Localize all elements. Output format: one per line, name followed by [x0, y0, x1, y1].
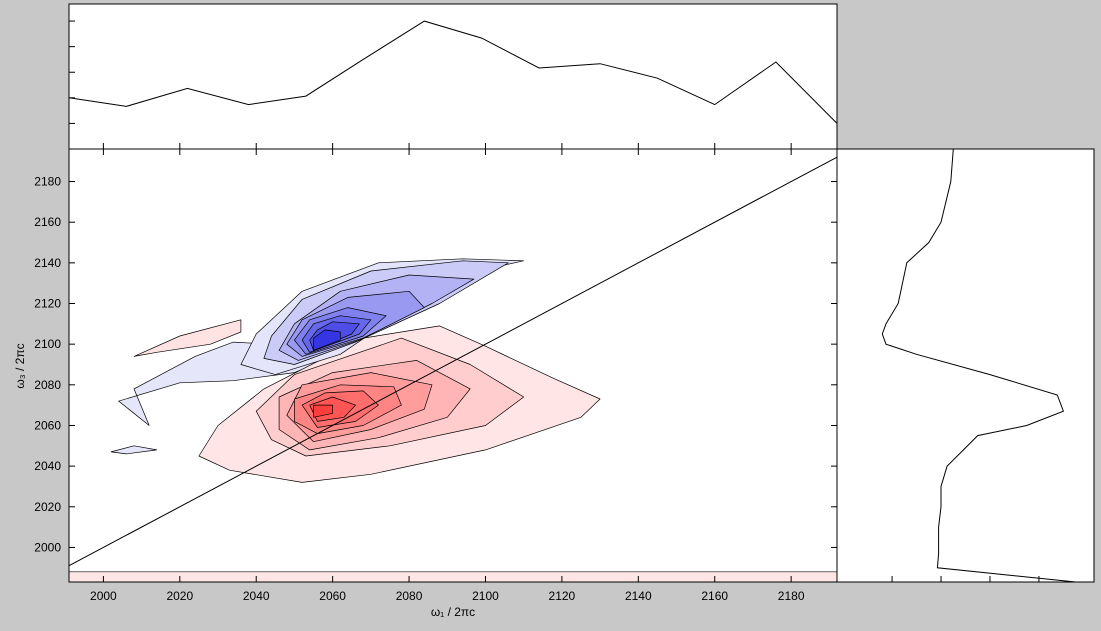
- y-tick-label: 2040: [34, 459, 61, 473]
- y-tick-label: 2180: [34, 175, 61, 189]
- main-contour-panel: 2000 2020 2040 2060 2080 2100 2120 2140 2160 2180…: [13, 148, 838, 619]
- top-projection-ticks: [69, 20, 792, 149]
- y-tick-label: 2120: [34, 296, 61, 310]
- positive-peak-contour-level-8: [313, 404, 333, 418]
- y-tick-label: 2020: [34, 500, 61, 514]
- x-tick-label: 2040: [243, 589, 270, 603]
- x-axis-ticks: 2000 2020 2040 2060 2080 2100 2120 2140 2160 2180: [90, 149, 805, 603]
- y-tick-label: 2100: [34, 337, 61, 351]
- x-tick-label: 2000: [90, 589, 117, 603]
- negative-peak-contour-level-8: [313, 329, 341, 351]
- y-tick-label: 2060: [34, 418, 61, 432]
- x-tick-label: 2140: [625, 589, 652, 603]
- right-projection-ticks: [891, 576, 1040, 582]
- top-projection-line: [68, 20, 838, 124]
- baseline-band: [69, 571, 837, 582]
- x-tick-label: 2100: [472, 589, 499, 603]
- y-tick-label: 2140: [34, 256, 61, 270]
- top-projection-panel: [68, 3, 838, 150]
- top-projection-frame: [68, 3, 838, 150]
- right-projection-panel: [836, 148, 1095, 583]
- y-tick-label: 2080: [34, 378, 61, 392]
- negative-minor-contour: [110, 445, 157, 455]
- x-tick-label: 2160: [701, 589, 728, 603]
- y-axis-ticks: 2000 2020 2040 2060 2080 2100 2120 2140 2160 2180: [34, 175, 837, 554]
- diagonal-line: [69, 156, 837, 567]
- x-tick-label: 2060: [319, 589, 346, 603]
- right-projection-frame: [836, 148, 1095, 583]
- positive-minor-contour: [133, 319, 242, 357]
- y-axis-label: ω₃ / 2πc: [13, 343, 27, 388]
- x-tick-label: 2120: [549, 589, 576, 603]
- y-tick-label: 2000: [34, 540, 61, 554]
- y-tick-label: 2160: [34, 215, 61, 229]
- x-tick-label: 2080: [396, 589, 423, 603]
- x-axis-label: ω₁ / 2πc: [431, 605, 475, 619]
- x-tick-label: 2020: [166, 589, 193, 603]
- right-projection-line: [881, 148, 1076, 583]
- x-tick-label: 2180: [778, 589, 805, 603]
